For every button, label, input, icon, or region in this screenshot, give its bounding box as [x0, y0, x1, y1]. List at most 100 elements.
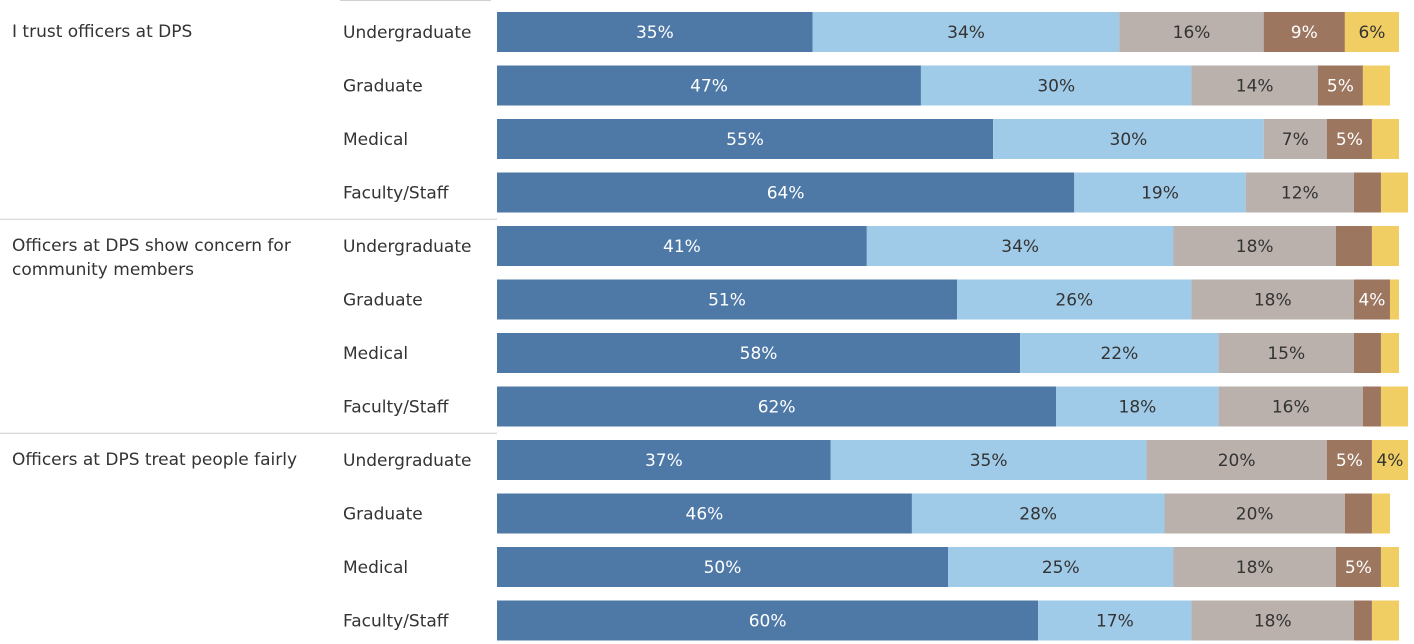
- value-label: 16%: [1173, 23, 1211, 43]
- value-label: 17%: [1096, 612, 1134, 632]
- value-label: 35%: [636, 23, 674, 43]
- bar-segment: [1335, 226, 1372, 266]
- bar-segment: [1362, 386, 1381, 427]
- bar-segment: [1380, 172, 1409, 213]
- bar-segment: [1389, 279, 1399, 320]
- bar-segment: [1380, 386, 1409, 427]
- value-label: 46%: [686, 505, 724, 525]
- category-label: Graduate: [343, 505, 423, 525]
- category-label: Undergraduate: [343, 237, 471, 257]
- value-label: 5%: [1327, 77, 1354, 97]
- bar-segment: [1119, 12, 1264, 52]
- value-label: 55%: [726, 130, 764, 150]
- category-label: Faculty/Staff: [343, 612, 450, 632]
- value-label: 64%: [767, 184, 805, 204]
- value-label: 20%: [1236, 505, 1274, 525]
- value-label: 34%: [1001, 237, 1039, 257]
- value-label: 4%: [1376, 451, 1403, 471]
- value-label: 18%: [1236, 237, 1274, 257]
- category-label: Faculty/Staff: [343, 398, 450, 418]
- value-label: 41%: [663, 237, 701, 257]
- value-label: 60%: [749, 612, 787, 632]
- category-label: Graduate: [343, 291, 423, 311]
- bar-segment: [957, 279, 1192, 320]
- value-label: 5%: [1345, 558, 1372, 578]
- value-label: 35%: [970, 451, 1008, 471]
- bar-segment: [1353, 600, 1372, 641]
- bar-segment: [1038, 600, 1192, 641]
- bar-segment: [497, 279, 958, 320]
- bar-segment: [497, 547, 948, 587]
- category-label: Graduate: [343, 77, 423, 97]
- value-label: 5%: [1336, 451, 1363, 471]
- value-label: 14%: [1236, 77, 1274, 97]
- bar-segment: [1371, 226, 1399, 266]
- bar-segment: [920, 65, 1192, 106]
- category-label: Medical: [343, 558, 408, 578]
- bar-segment: [1380, 547, 1399, 587]
- bar-segment: [497, 12, 813, 52]
- bar-segment: [1020, 333, 1219, 373]
- bar-segment: [812, 12, 1120, 52]
- bar-segment: [1191, 600, 1354, 641]
- bar-segment: [1326, 119, 1372, 159]
- group-label: I trust officers at DPS: [12, 22, 193, 42]
- bar-segment: [497, 386, 1057, 427]
- value-label: 37%: [645, 451, 683, 471]
- bar-segment: [497, 172, 1075, 213]
- category-label: Undergraduate: [343, 23, 471, 43]
- bar-segment: [1353, 172, 1381, 213]
- bar-segment: [1371, 119, 1399, 159]
- value-label: 5%: [1336, 130, 1363, 150]
- value-label: 18%: [1236, 558, 1274, 578]
- bar-segment: [1353, 279, 1390, 320]
- value-label: 16%: [1272, 398, 1310, 418]
- bar-segment: [497, 65, 921, 106]
- bar-segment: [1218, 333, 1354, 373]
- category-label: Undergraduate: [343, 451, 471, 471]
- bar-segment: [1380, 333, 1399, 373]
- value-label: 6%: [1358, 23, 1385, 43]
- bar-segment: [497, 600, 1039, 641]
- bar-segment: [993, 119, 1264, 159]
- value-label: 9%: [1291, 23, 1318, 43]
- bar-segment: [1344, 12, 1399, 52]
- value-label: 18%: [1119, 398, 1157, 418]
- bar-segment: [1326, 440, 1372, 480]
- value-label: 34%: [947, 23, 985, 43]
- bar-segment: [1056, 386, 1219, 427]
- bar-segment: [1245, 172, 1354, 213]
- bar-segment: [911, 493, 1165, 534]
- value-label: 18%: [1254, 291, 1292, 311]
- bar-segment: [1146, 440, 1327, 480]
- value-label: 28%: [1019, 505, 1057, 525]
- value-label: 30%: [1037, 77, 1075, 97]
- bar-segment: [948, 547, 1174, 587]
- bar-segment: [1353, 333, 1381, 373]
- bar-segment: [1335, 547, 1381, 587]
- bar-segment: [830, 440, 1147, 480]
- bar-segment: [1191, 65, 1318, 106]
- bar-segment: [1173, 226, 1336, 266]
- bar-segment: [1173, 547, 1336, 587]
- category-label: Medical: [343, 344, 408, 364]
- value-label: 26%: [1055, 291, 1093, 311]
- value-label: 4%: [1358, 291, 1385, 311]
- group-label: Officers at DPS show concern for communi…: [12, 236, 291, 280]
- value-label: 51%: [708, 291, 746, 311]
- bar-segment: [1371, 440, 1409, 480]
- bar-segment: [1164, 493, 1345, 534]
- value-label: 30%: [1110, 130, 1148, 150]
- bar-segment: [497, 333, 1021, 373]
- value-label: 22%: [1100, 344, 1138, 364]
- bar-segment: [1074, 172, 1246, 213]
- bar-segment: [866, 226, 1174, 266]
- value-label: 58%: [740, 344, 778, 364]
- bar-segment: [497, 119, 994, 159]
- bar-segment: [497, 440, 831, 480]
- bar-segment: [1317, 65, 1363, 106]
- value-label: 12%: [1281, 184, 1319, 204]
- value-label: 62%: [758, 398, 796, 418]
